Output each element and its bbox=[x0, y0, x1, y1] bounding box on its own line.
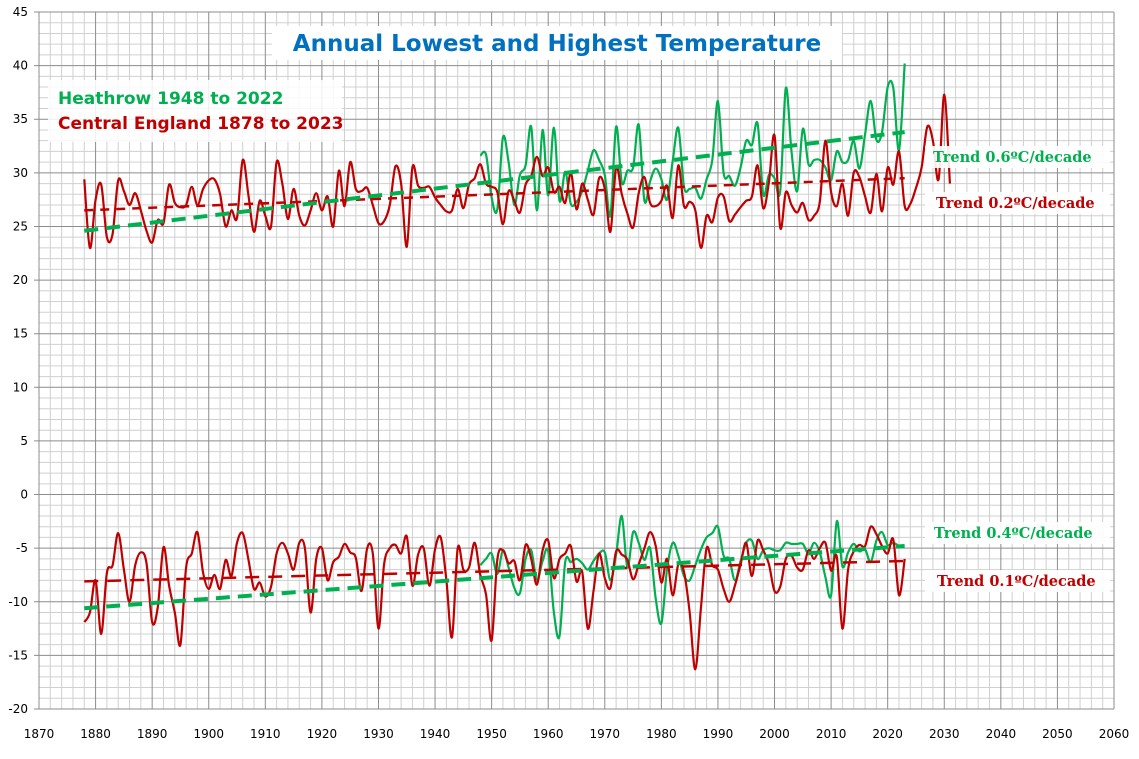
trend-line-heathrow-lowest-trend-0-4-c-decade bbox=[84, 544, 905, 611]
x-tick-label: 1960 bbox=[533, 727, 564, 741]
series-line-heathrow-annual-lowest bbox=[479, 514, 900, 640]
y-tick-label: -20 bbox=[8, 702, 28, 716]
trend-label-heathrow-high: Trend 0.6ºC/decade bbox=[933, 149, 1092, 166]
y-tick-label: -10 bbox=[8, 595, 28, 609]
trend-label-bg-1 bbox=[925, 146, 1110, 168]
y-tick-label: 30 bbox=[13, 166, 28, 180]
chart-title: Annual Lowest and Highest Temperature bbox=[293, 31, 821, 57]
x-tick-label: 1940 bbox=[420, 727, 451, 741]
y-tick-label: -15 bbox=[8, 648, 28, 662]
x-axis-tick-labels: 1870 1880 1890 1900 1910 1920 1930 1940 1950 1960… bbox=[24, 727, 1130, 741]
y-tick-label: 45 bbox=[13, 5, 28, 19]
trend-label-bg-4 bbox=[925, 570, 1110, 592]
legend-heathrow: Heathrow 1948 to 2022 bbox=[58, 89, 283, 109]
series-line-heathrow-annual-highest bbox=[479, 63, 906, 218]
x-tick-label: 1950 bbox=[476, 727, 507, 741]
title-background bbox=[272, 26, 842, 60]
series-line-central-england-annual-lowest bbox=[83, 525, 906, 671]
x-tick-label: 1980 bbox=[646, 727, 677, 741]
x-tick-label: 1890 bbox=[137, 727, 168, 741]
trend-label-bg-2 bbox=[925, 192, 1110, 214]
trend-label-bg-3 bbox=[925, 522, 1110, 544]
x-tick-label: 1930 bbox=[363, 727, 394, 741]
y-tick-label: 25 bbox=[13, 219, 28, 233]
x-tick-label: 2020 bbox=[872, 727, 903, 741]
legend-background bbox=[48, 80, 342, 142]
x-tick-label: 2030 bbox=[929, 727, 960, 741]
x-tick-label: 1880 bbox=[80, 727, 111, 741]
x-tick-label: 1870 bbox=[24, 727, 55, 741]
y-tick-label: 20 bbox=[13, 273, 28, 287]
series-line-central-england-annual-highest bbox=[83, 93, 951, 250]
y-tick-label: 40 bbox=[13, 59, 28, 73]
x-tick-label: 2010 bbox=[816, 727, 847, 741]
series-layer bbox=[83, 63, 951, 671]
trend-line-central-england-highest-trend bbox=[84, 176, 905, 212]
trend-label-cet-high: Trend 0.2ºC/decade bbox=[936, 195, 1095, 212]
y-tick-label: 35 bbox=[13, 112, 28, 126]
y-tick-label: 5 bbox=[20, 434, 28, 448]
y-tick-label: 0 bbox=[20, 488, 28, 502]
legend-central-england: Central England 1878 to 2023 bbox=[58, 114, 343, 134]
x-tick-label: 1910 bbox=[250, 727, 281, 741]
y-tick-label: 15 bbox=[13, 327, 28, 341]
trend-label-cet-low: Trend 0.1ºC/decade bbox=[937, 573, 1096, 590]
x-tick-label: 2040 bbox=[986, 727, 1017, 741]
x-tick-label: 1970 bbox=[590, 727, 621, 741]
y-tick-label: -5 bbox=[16, 541, 28, 555]
y-tick-label: 10 bbox=[13, 380, 28, 394]
x-tick-label: 2060 bbox=[1099, 727, 1130, 741]
x-tick-label: 1900 bbox=[193, 727, 224, 741]
x-tick-label: 1990 bbox=[703, 727, 734, 741]
trend-label-heathrow-low: Trend 0.4ºC/decade bbox=[934, 525, 1093, 542]
x-tick-label: 2000 bbox=[759, 727, 790, 741]
x-tick-label: 1920 bbox=[307, 727, 338, 741]
x-tick-label: 2050 bbox=[1042, 727, 1073, 741]
y-axis-tick-labels: 45 40 35 30 25 20 15 10 5 0 -5 -10 -15 -20 bbox=[8, 5, 28, 716]
trend-line-heathrow-highest-trend-0-6-c-decade bbox=[84, 130, 905, 233]
major-gridlines bbox=[34, 11, 1115, 710]
